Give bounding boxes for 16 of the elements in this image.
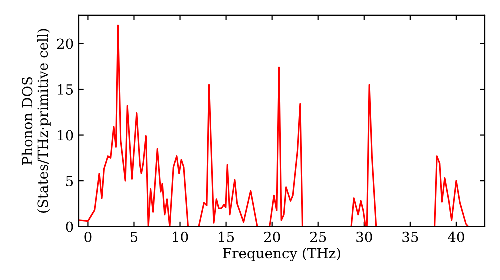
y-tick-label: 5 bbox=[66, 176, 74, 187]
x-axis-title: Frequency (THz) bbox=[223, 248, 340, 262]
y-tick-label: 0 bbox=[66, 222, 74, 232]
x-tick-label: 5 bbox=[131, 232, 138, 242]
x-tick-label: 30 bbox=[356, 232, 372, 242]
x-tick-label: 25 bbox=[310, 232, 326, 242]
y-tick-label: 20 bbox=[57, 38, 74, 50]
y-tick-label: 10 bbox=[58, 130, 74, 141]
x-tick-label: 20 bbox=[264, 232, 280, 242]
y-axis-title: Phonon DOS (States/THz·primitive cell) bbox=[22, 29, 51, 213]
x-tick-label: 10 bbox=[173, 232, 188, 242]
y-tick-label: 15 bbox=[58, 84, 74, 95]
x-tick-label: 35 bbox=[402, 232, 418, 242]
x-tick-label: 0 bbox=[84, 232, 92, 242]
x-tick-label: 15 bbox=[219, 232, 234, 242]
x-tick-label: 40 bbox=[448, 232, 464, 242]
